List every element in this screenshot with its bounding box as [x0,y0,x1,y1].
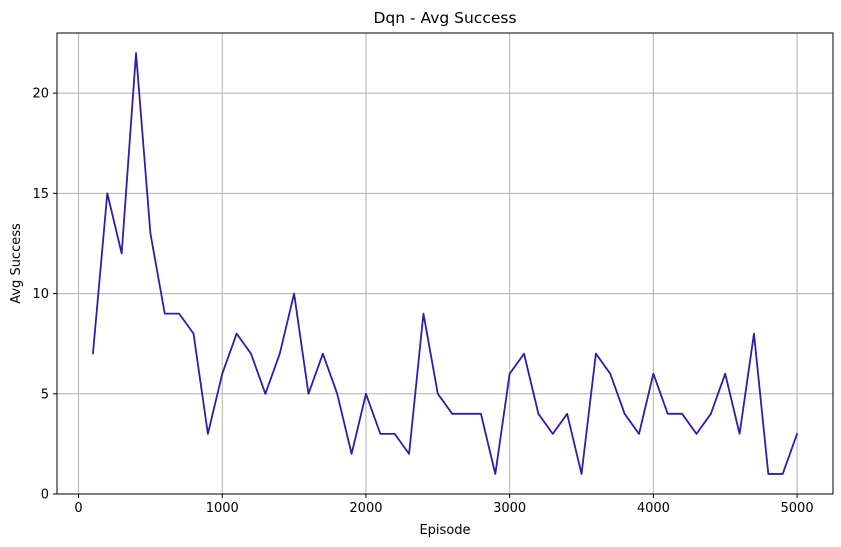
tick-layer: 0 1000 2000 3000 4000 5000 0 5 10 15 20 [32,87,813,516]
x-axis-label: Episode [419,523,470,538]
x-tick-label: 2000 [349,501,382,516]
series-line [92,52,798,475]
axes-frame [56,32,834,495]
x-tick-label: 1000 [206,501,239,516]
y-axis-label: Avg Success [9,223,24,304]
y-tick-label: 15 [32,187,49,202]
series-layer [92,52,798,475]
chart-title: Dqn - Avg Success [373,9,516,27]
y-tick-label: 10 [32,287,49,302]
x-tick-label: 3000 [493,501,526,516]
y-tick-label: 20 [32,87,49,102]
y-tick-label: 0 [41,488,49,503]
x-tick-label: 4000 [637,501,670,516]
x-tick-label: 0 [74,501,82,516]
y-tick-label: 5 [41,387,49,402]
x-tick-label: 5000 [781,501,814,516]
